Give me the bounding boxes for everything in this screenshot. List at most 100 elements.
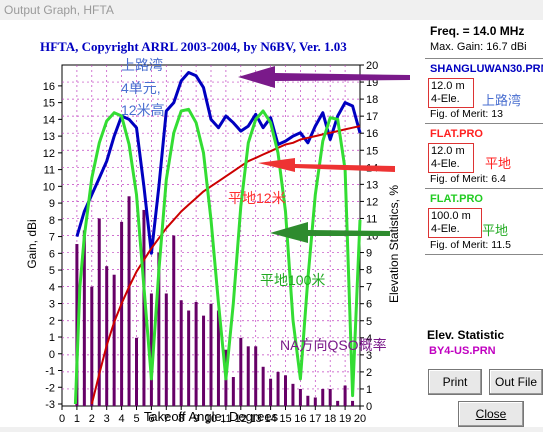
elevation-bar — [261, 366, 265, 406]
elevation-bar — [127, 196, 131, 406]
x-tick-label: 7 — [163, 413, 169, 425]
y2-tick-label: 2 — [366, 367, 372, 379]
divider — [425, 58, 543, 59]
y2-tick-label: 1 — [366, 384, 372, 396]
y-tick-label: 9 — [49, 198, 55, 210]
x-tick-label: 13 — [250, 413, 262, 425]
y2-axis-label: Elevation Statistics, % — [387, 185, 401, 303]
y2-tick-label: 12 — [366, 196, 378, 208]
x-tick-label: 19 — [339, 413, 351, 425]
y-axis-label: Gain, dBi — [25, 219, 39, 268]
file-fom-2: Fig. of Merit: 6.4 — [430, 173, 506, 185]
y2-tick-label: 3 — [366, 350, 372, 362]
x-tick-label: 11 — [220, 413, 231, 425]
elevation-bar — [306, 395, 310, 406]
elevation-bar — [343, 385, 347, 406]
elevation-bar — [239, 337, 243, 406]
y-tick-label: 0 — [49, 349, 55, 361]
x-tick-label: 12 — [235, 413, 247, 425]
elevation-bar — [142, 209, 146, 406]
elevation-bar — [231, 377, 235, 406]
x-tick-label: 1 — [74, 413, 80, 425]
y2-tick-label: 20 — [366, 60, 378, 72]
y-tick-label: 15 — [43, 98, 55, 110]
file-name-2: FLAT.PRO — [430, 128, 483, 140]
x-tick-label: 17 — [309, 413, 321, 425]
elevation-bar — [105, 266, 109, 406]
out-file-button[interactable]: Out File — [489, 369, 543, 395]
file-name-1: SHANGLUWAN30.PRN — [430, 63, 543, 75]
side-panel: Freq. = 14.0 MHz Max. Gain: 16.7 dBi SHA… — [425, 20, 543, 427]
red-arrow — [258, 158, 395, 172]
y2-tick-label: 15 — [366, 145, 378, 157]
elevation-bar — [313, 397, 317, 406]
elevation-bar — [298, 388, 302, 406]
x-tick-label: 16 — [294, 413, 306, 425]
file-params-3: 100.0 m 4-Ele. — [428, 208, 482, 238]
y2-tick-label: 18 — [366, 94, 378, 106]
elevation-bar — [179, 300, 183, 406]
elevation-bar — [75, 244, 79, 406]
y-tick-label: 11 — [44, 165, 55, 177]
elevation-bar — [157, 252, 161, 406]
elevation-bar — [112, 274, 116, 406]
y2-tick-label: 5 — [366, 316, 372, 328]
elevation-bar — [202, 315, 206, 406]
y-tick-label: 4 — [49, 282, 55, 294]
x-tick-label: 9 — [193, 413, 199, 425]
divider — [425, 188, 543, 189]
gain-lines — [73, 71, 362, 405]
y-tick-label: 6 — [49, 248, 55, 260]
file-height-2: 12.0 m — [431, 145, 465, 157]
y-tick-label: 14 — [43, 114, 55, 126]
close-button[interactable]: Close — [458, 401, 524, 427]
green-arrow — [270, 222, 390, 243]
file-height-1: 12.0 m — [431, 80, 465, 92]
y-tick-label: -3 — [45, 399, 55, 411]
elevation-bar — [82, 230, 86, 406]
elev-statistic-title: Elev. Statistic — [427, 328, 505, 342]
elevation-bar — [328, 388, 332, 406]
x-axis-label: Takeoff Angle, Degrees — [144, 409, 279, 424]
y2-tick-label: 7 — [366, 282, 372, 294]
file-height-3: 100.0 m — [431, 210, 471, 222]
annotation-4ele: 4单元, — [121, 80, 161, 96]
elevation-bar — [135, 337, 138, 406]
y-tick-label: 2 — [49, 315, 55, 327]
annotation-12m: 12米高 — [121, 102, 165, 118]
x-tick-label: 3 — [104, 413, 110, 425]
y2-tick-label: 13 — [366, 179, 378, 191]
x-tick-label: 5 — [133, 413, 139, 425]
window-title: Output Graph, HFTA — [4, 3, 114, 17]
file-fom-1: Fig. of Merit: 13 — [430, 108, 503, 120]
file-ele-2: 4-Ele. — [431, 158, 460, 170]
divider — [425, 123, 543, 124]
elevation-bar — [351, 400, 355, 406]
x-tick-label: 14 — [264, 413, 276, 425]
x-tick-label: 2 — [89, 413, 95, 425]
y-tick-label: 16 — [43, 81, 55, 93]
y2-tick-label: 16 — [366, 128, 378, 140]
window-titlebar: Output Graph, HFTA — [0, 0, 543, 20]
x-tick-label: 0 — [59, 413, 65, 425]
max-gain-label: Max. Gain: 16.7 dBi — [430, 41, 527, 53]
elevation-bar — [120, 221, 124, 406]
y2-tick-label: 8 — [366, 265, 372, 277]
annotation-shangluwan: 上路湾 — [121, 57, 163, 73]
y-tick-label: -2 — [45, 382, 55, 394]
x-tick-label: 8 — [178, 413, 184, 425]
annotation-na-qso: NA方向QSO概率 — [280, 337, 387, 353]
annotation-flat100: 平地100米 — [260, 272, 325, 288]
y-tick-label: 12 — [43, 148, 55, 160]
elevation-bar — [269, 378, 273, 406]
file-note-3: 平地 — [482, 223, 509, 238]
print-button[interactable]: Print — [428, 369, 482, 395]
y-tick-label: 10 — [43, 181, 55, 193]
purple-arrow — [238, 66, 410, 88]
y-tick-label: -1 — [45, 366, 55, 378]
file-params-1: 12.0 m 4-Ele. — [428, 78, 474, 108]
series-line-1 — [75, 71, 362, 255]
x-tick-label: 6 — [148, 413, 154, 425]
y-tick-label: 8 — [49, 215, 55, 227]
elevation-bar — [276, 371, 280, 406]
